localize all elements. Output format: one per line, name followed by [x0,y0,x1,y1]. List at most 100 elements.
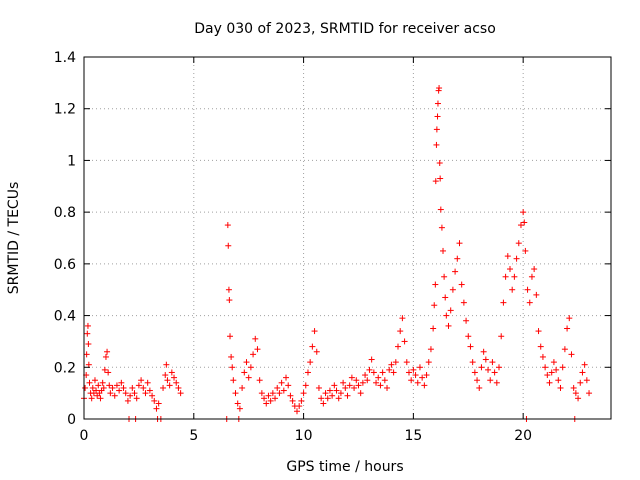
data-point [458,281,465,288]
data-point [348,374,355,381]
data-point [502,273,509,280]
data-point [144,379,151,386]
y-tick-label: 0.2 [54,360,76,376]
data-point [485,366,492,373]
data-point [86,379,93,386]
y-tick-label: 1.4 [54,50,76,66]
data-point [89,384,96,391]
data-point [318,395,325,402]
data-point [83,351,90,358]
data-point [131,390,138,397]
data-point [390,369,397,376]
data-point [106,382,113,389]
data-point [311,328,318,335]
data-point [504,253,511,260]
data-point [320,400,327,407]
data-point [227,333,234,340]
y-axis-label: SRMTID / TECUs [6,182,22,295]
data-point [93,387,100,394]
data-point [285,382,292,389]
data-point [440,247,447,254]
data-point [127,392,134,399]
data-point [520,209,527,216]
data-point [397,328,404,335]
data-point [370,369,377,376]
data-point [95,382,102,389]
data-point [113,382,120,389]
x-tick-label: 15 [404,428,422,444]
data-point [434,100,441,107]
data-point [351,384,358,391]
y-tick-label: 0 [67,412,76,428]
data-point [315,384,322,391]
data-point [340,379,347,386]
data-point [546,379,553,386]
plot-frame [83,56,612,420]
data-point [324,395,331,402]
data-point [224,222,231,229]
data-point [247,364,254,371]
data-point [572,390,579,397]
data-point [557,384,564,391]
data-point [511,273,518,280]
data-point [564,325,571,332]
data-point [368,356,375,363]
y-tick-label: 0.8 [54,205,76,221]
data-point [436,85,443,92]
data-point [146,387,153,394]
x-tick-label: 10 [295,428,313,444]
data-point [438,224,445,231]
data-point [100,384,107,391]
data-point [401,338,408,345]
data-point [410,366,417,373]
data-point [496,364,503,371]
data-point [364,377,371,384]
data-point [142,390,149,397]
data-point [104,348,111,355]
data-point [491,369,498,376]
data-point [381,377,388,384]
data-point [236,405,243,412]
x-axis-label: GPS time / hours [286,459,403,475]
data-point [447,307,454,314]
data-point [322,390,329,397]
data-points [81,85,593,422]
data-point [526,299,533,306]
data-point [427,346,434,353]
data-point [245,374,252,381]
data-point [416,364,423,371]
data-point [469,359,476,366]
data-point [105,369,112,376]
data-point [111,392,118,399]
data-point [357,390,364,397]
data-point [586,390,593,397]
data-point [524,286,531,293]
data-point [434,113,441,120]
data-point [225,242,232,249]
data-point [313,348,320,355]
data-point [539,353,546,360]
data-point [124,397,131,404]
y-tick-label: 1.2 [54,102,76,118]
data-point [120,384,127,391]
x-tick-label: 0 [80,428,89,444]
data-point [513,255,520,262]
data-point [395,343,402,350]
data-point [155,400,162,407]
y-tick-label: 1 [67,153,76,169]
data-point [82,384,89,391]
x-tick-label: 5 [189,428,198,444]
data-point [412,372,419,379]
data-point [254,346,261,353]
data-point [432,178,439,185]
data-point [230,377,237,384]
data-point [307,359,314,366]
data-point [392,359,399,366]
data-point [568,351,575,358]
data-point [430,325,437,332]
data-point [263,400,270,407]
axis-ticks: 0 0.2 0.4 0.6 0.8 1 1.2 1.4 0 5 10 15 20 [54,50,611,444]
data-point [463,317,470,324]
data-point [84,322,91,329]
